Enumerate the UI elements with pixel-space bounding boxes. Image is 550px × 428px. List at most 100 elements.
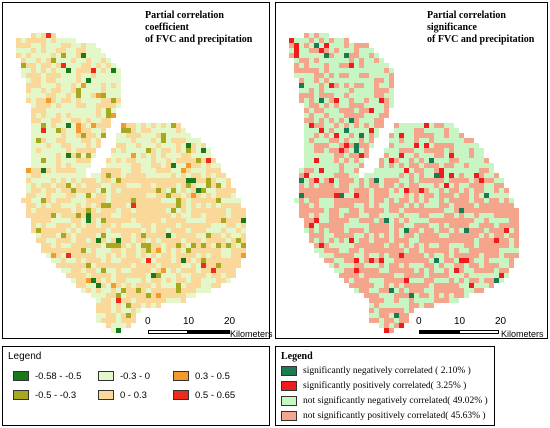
raster-cell — [91, 93, 96, 98]
raster-cell — [111, 213, 116, 218]
raster-cell — [379, 238, 384, 243]
raster-cell — [176, 168, 181, 173]
raster-cell — [304, 198, 309, 203]
raster-cell — [111, 298, 116, 303]
raster-cell — [314, 153, 319, 158]
raster-cell — [46, 93, 51, 98]
raster-cell — [469, 173, 474, 178]
raster-cell — [186, 158, 191, 163]
raster-cell — [101, 213, 106, 218]
raster-cell — [196, 283, 201, 288]
raster-cell — [206, 173, 211, 178]
raster-cell — [26, 193, 31, 198]
raster-cell — [71, 218, 76, 223]
raster-cell — [116, 268, 121, 273]
raster-cell — [31, 173, 36, 178]
raster-cell — [369, 313, 374, 318]
raster-cell — [16, 48, 21, 53]
raster-cell — [369, 253, 374, 258]
raster-cell — [339, 73, 344, 78]
raster-cell — [91, 233, 96, 238]
raster-cell — [429, 128, 434, 133]
raster-cell — [31, 123, 36, 128]
raster-cell — [339, 248, 344, 253]
raster-cell — [51, 148, 56, 153]
raster-cell — [314, 48, 319, 53]
raster-cell — [354, 208, 359, 213]
raster-cell — [404, 168, 409, 173]
raster-cell — [489, 238, 494, 243]
raster-cell — [121, 213, 126, 218]
raster-cell — [314, 38, 319, 43]
raster-cell — [459, 218, 464, 223]
raster-cell — [364, 133, 369, 138]
raster-cell — [449, 143, 454, 148]
raster-cell — [329, 238, 334, 243]
raster-cell — [101, 88, 106, 93]
raster-cell — [489, 223, 494, 228]
raster-cell — [71, 58, 76, 63]
raster-cell — [91, 263, 96, 268]
raster-cell — [319, 153, 324, 158]
raster-cell — [419, 188, 424, 193]
raster-cell — [334, 108, 339, 113]
raster-cell — [111, 218, 116, 223]
raster-cell — [329, 228, 334, 233]
raster-cell — [166, 123, 171, 128]
raster-cell — [479, 188, 484, 193]
raster-cell — [334, 208, 339, 213]
raster-cell — [46, 53, 51, 58]
raster-cell — [429, 148, 434, 153]
raster-cell — [136, 238, 141, 243]
raster-cell — [354, 263, 359, 268]
raster-cell — [176, 153, 181, 158]
raster-cell — [241, 233, 246, 238]
raster-cell — [116, 138, 121, 143]
raster-cell — [41, 203, 46, 208]
raster-cell — [354, 98, 359, 103]
raster-cell — [369, 93, 374, 98]
raster-cell — [211, 258, 216, 263]
raster-cell — [201, 233, 206, 238]
raster-cell — [36, 173, 41, 178]
raster-cell — [116, 158, 121, 163]
raster-cell — [216, 223, 221, 228]
raster-cell — [201, 158, 206, 163]
raster-cell — [126, 243, 131, 248]
raster-cell — [419, 163, 424, 168]
raster-cell — [91, 138, 96, 143]
raster-cell — [196, 198, 201, 203]
raster-cell — [379, 263, 384, 268]
raster-cell — [61, 103, 66, 108]
raster-cell — [86, 288, 91, 293]
raster-cell — [61, 268, 66, 273]
raster-cell — [444, 178, 449, 183]
raster-cell — [379, 283, 384, 288]
raster-cell — [404, 248, 409, 253]
raster-cell — [201, 223, 206, 228]
raster-cell — [349, 158, 354, 163]
raster-cell — [394, 263, 399, 268]
raster-cell — [41, 33, 46, 38]
raster-cell — [146, 278, 151, 283]
raster-cell — [434, 183, 439, 188]
raster-cell — [176, 138, 181, 143]
raster-cell — [71, 83, 76, 88]
raster-cell — [394, 133, 399, 138]
raster-cell — [36, 228, 41, 233]
raster-cell — [96, 313, 101, 318]
raster-cell — [354, 258, 359, 263]
raster-cell — [206, 243, 211, 248]
raster-cell — [374, 298, 379, 303]
raster-cell — [91, 243, 96, 248]
raster-cell — [211, 228, 216, 233]
raster-cell — [211, 163, 216, 168]
map-title-line2: of FVC and precipitation — [427, 34, 535, 45]
raster-cell — [51, 188, 56, 193]
raster-cell — [141, 133, 146, 138]
raster-cell — [439, 138, 444, 143]
raster-cell — [121, 138, 126, 143]
raster-cell — [136, 193, 141, 198]
raster-cell — [334, 158, 339, 163]
raster-cell — [364, 178, 369, 183]
